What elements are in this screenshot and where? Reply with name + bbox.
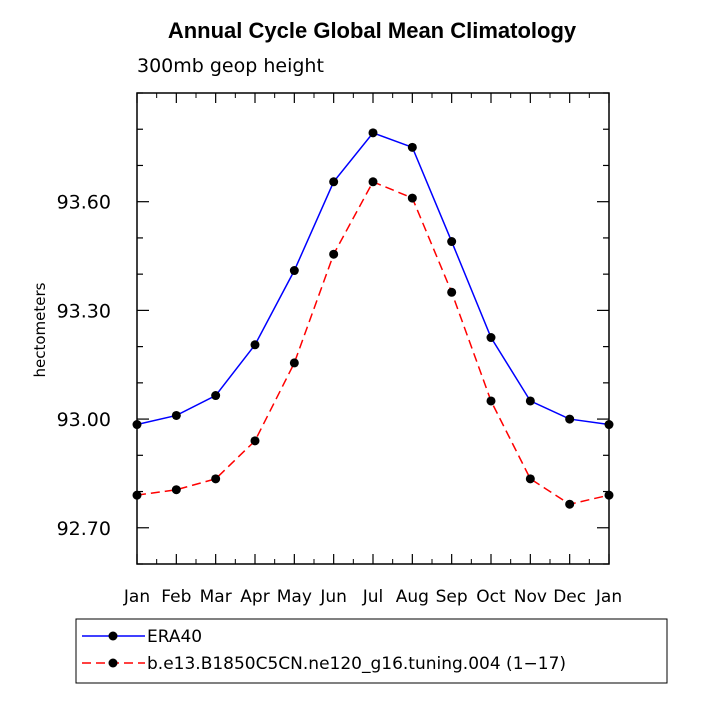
legend-label-2: b.e13.B1850C5CN.ne120_g16.tuning.004 (1−… bbox=[147, 654, 566, 674]
data-point-1 bbox=[486, 333, 496, 343]
series-layer bbox=[132, 128, 614, 509]
data-point-1 bbox=[132, 420, 142, 430]
legend-items: ERA40 b.e13.B1850C5CN.ne120_g16.tuning.00… bbox=[82, 627, 566, 674]
x-tick-label: Sep bbox=[436, 587, 468, 607]
data-point-1 bbox=[565, 414, 575, 424]
x-tick-label: Oct bbox=[476, 587, 506, 607]
x-tick-label: Jan bbox=[123, 587, 150, 607]
data-point-2 bbox=[407, 193, 417, 203]
data-point-2 bbox=[329, 249, 339, 259]
x-tick-label: Aug bbox=[396, 587, 429, 607]
data-point-1 bbox=[211, 391, 221, 401]
data-point-2 bbox=[525, 474, 535, 484]
series-line-2 bbox=[136, 180, 610, 506]
data-point-2 bbox=[565, 499, 575, 509]
x-tick-label: May bbox=[277, 587, 312, 607]
data-point-1 bbox=[171, 410, 181, 420]
data-point-2 bbox=[486, 396, 496, 406]
data-point-1 bbox=[407, 142, 417, 152]
data-point-1 bbox=[447, 237, 457, 247]
data-point-2 bbox=[132, 490, 142, 500]
legend-label-1: ERA40 bbox=[147, 627, 202, 647]
y-axis-label: hectometers bbox=[31, 282, 49, 377]
legend-marker-1 bbox=[108, 631, 118, 641]
data-point-1 bbox=[368, 128, 378, 138]
data-point-1 bbox=[289, 266, 299, 276]
plot-frame bbox=[136, 92, 610, 565]
x-tick-label: Nov bbox=[514, 587, 547, 607]
data-point-2 bbox=[368, 177, 378, 187]
data-point-1 bbox=[525, 396, 535, 406]
data-point-1 bbox=[250, 340, 260, 350]
data-point-1 bbox=[329, 177, 339, 187]
x-tick-label: Mar bbox=[200, 587, 232, 607]
data-point-2 bbox=[289, 358, 299, 368]
data-point-2 bbox=[604, 490, 614, 500]
x-tick-label: Jun bbox=[319, 587, 347, 607]
data-point-1 bbox=[604, 420, 614, 430]
data-point-2 bbox=[211, 474, 221, 484]
data-point-2 bbox=[171, 485, 181, 495]
chart-subtitle: 300mb geop height bbox=[137, 55, 324, 77]
chart-title: Annual Cycle Global Mean Climatology bbox=[168, 18, 577, 43]
legend-marker-2 bbox=[108, 658, 118, 668]
y-tick-label: 93.60 bbox=[57, 192, 111, 214]
data-point-2 bbox=[447, 287, 457, 297]
x-tick-label: Jul bbox=[362, 587, 384, 607]
x-tick-label: Feb bbox=[161, 587, 191, 607]
y-tick-label: 92.70 bbox=[57, 518, 111, 540]
data-point-2 bbox=[250, 436, 260, 446]
legend bbox=[75, 618, 668, 684]
y-tick-label: 93.30 bbox=[57, 300, 111, 322]
axis-ticks: Jan Feb Mar Apr May Jun Jul Aug Sep Oct Nov Dec Jan 9… bbox=[57, 92, 622, 607]
y-tick-label: 93.00 bbox=[57, 409, 111, 431]
x-tick-label: Dec bbox=[553, 587, 586, 607]
x-tick-label: Apr bbox=[240, 587, 269, 607]
series-line-1 bbox=[136, 131, 610, 426]
x-tick-label: Jan bbox=[595, 587, 622, 607]
